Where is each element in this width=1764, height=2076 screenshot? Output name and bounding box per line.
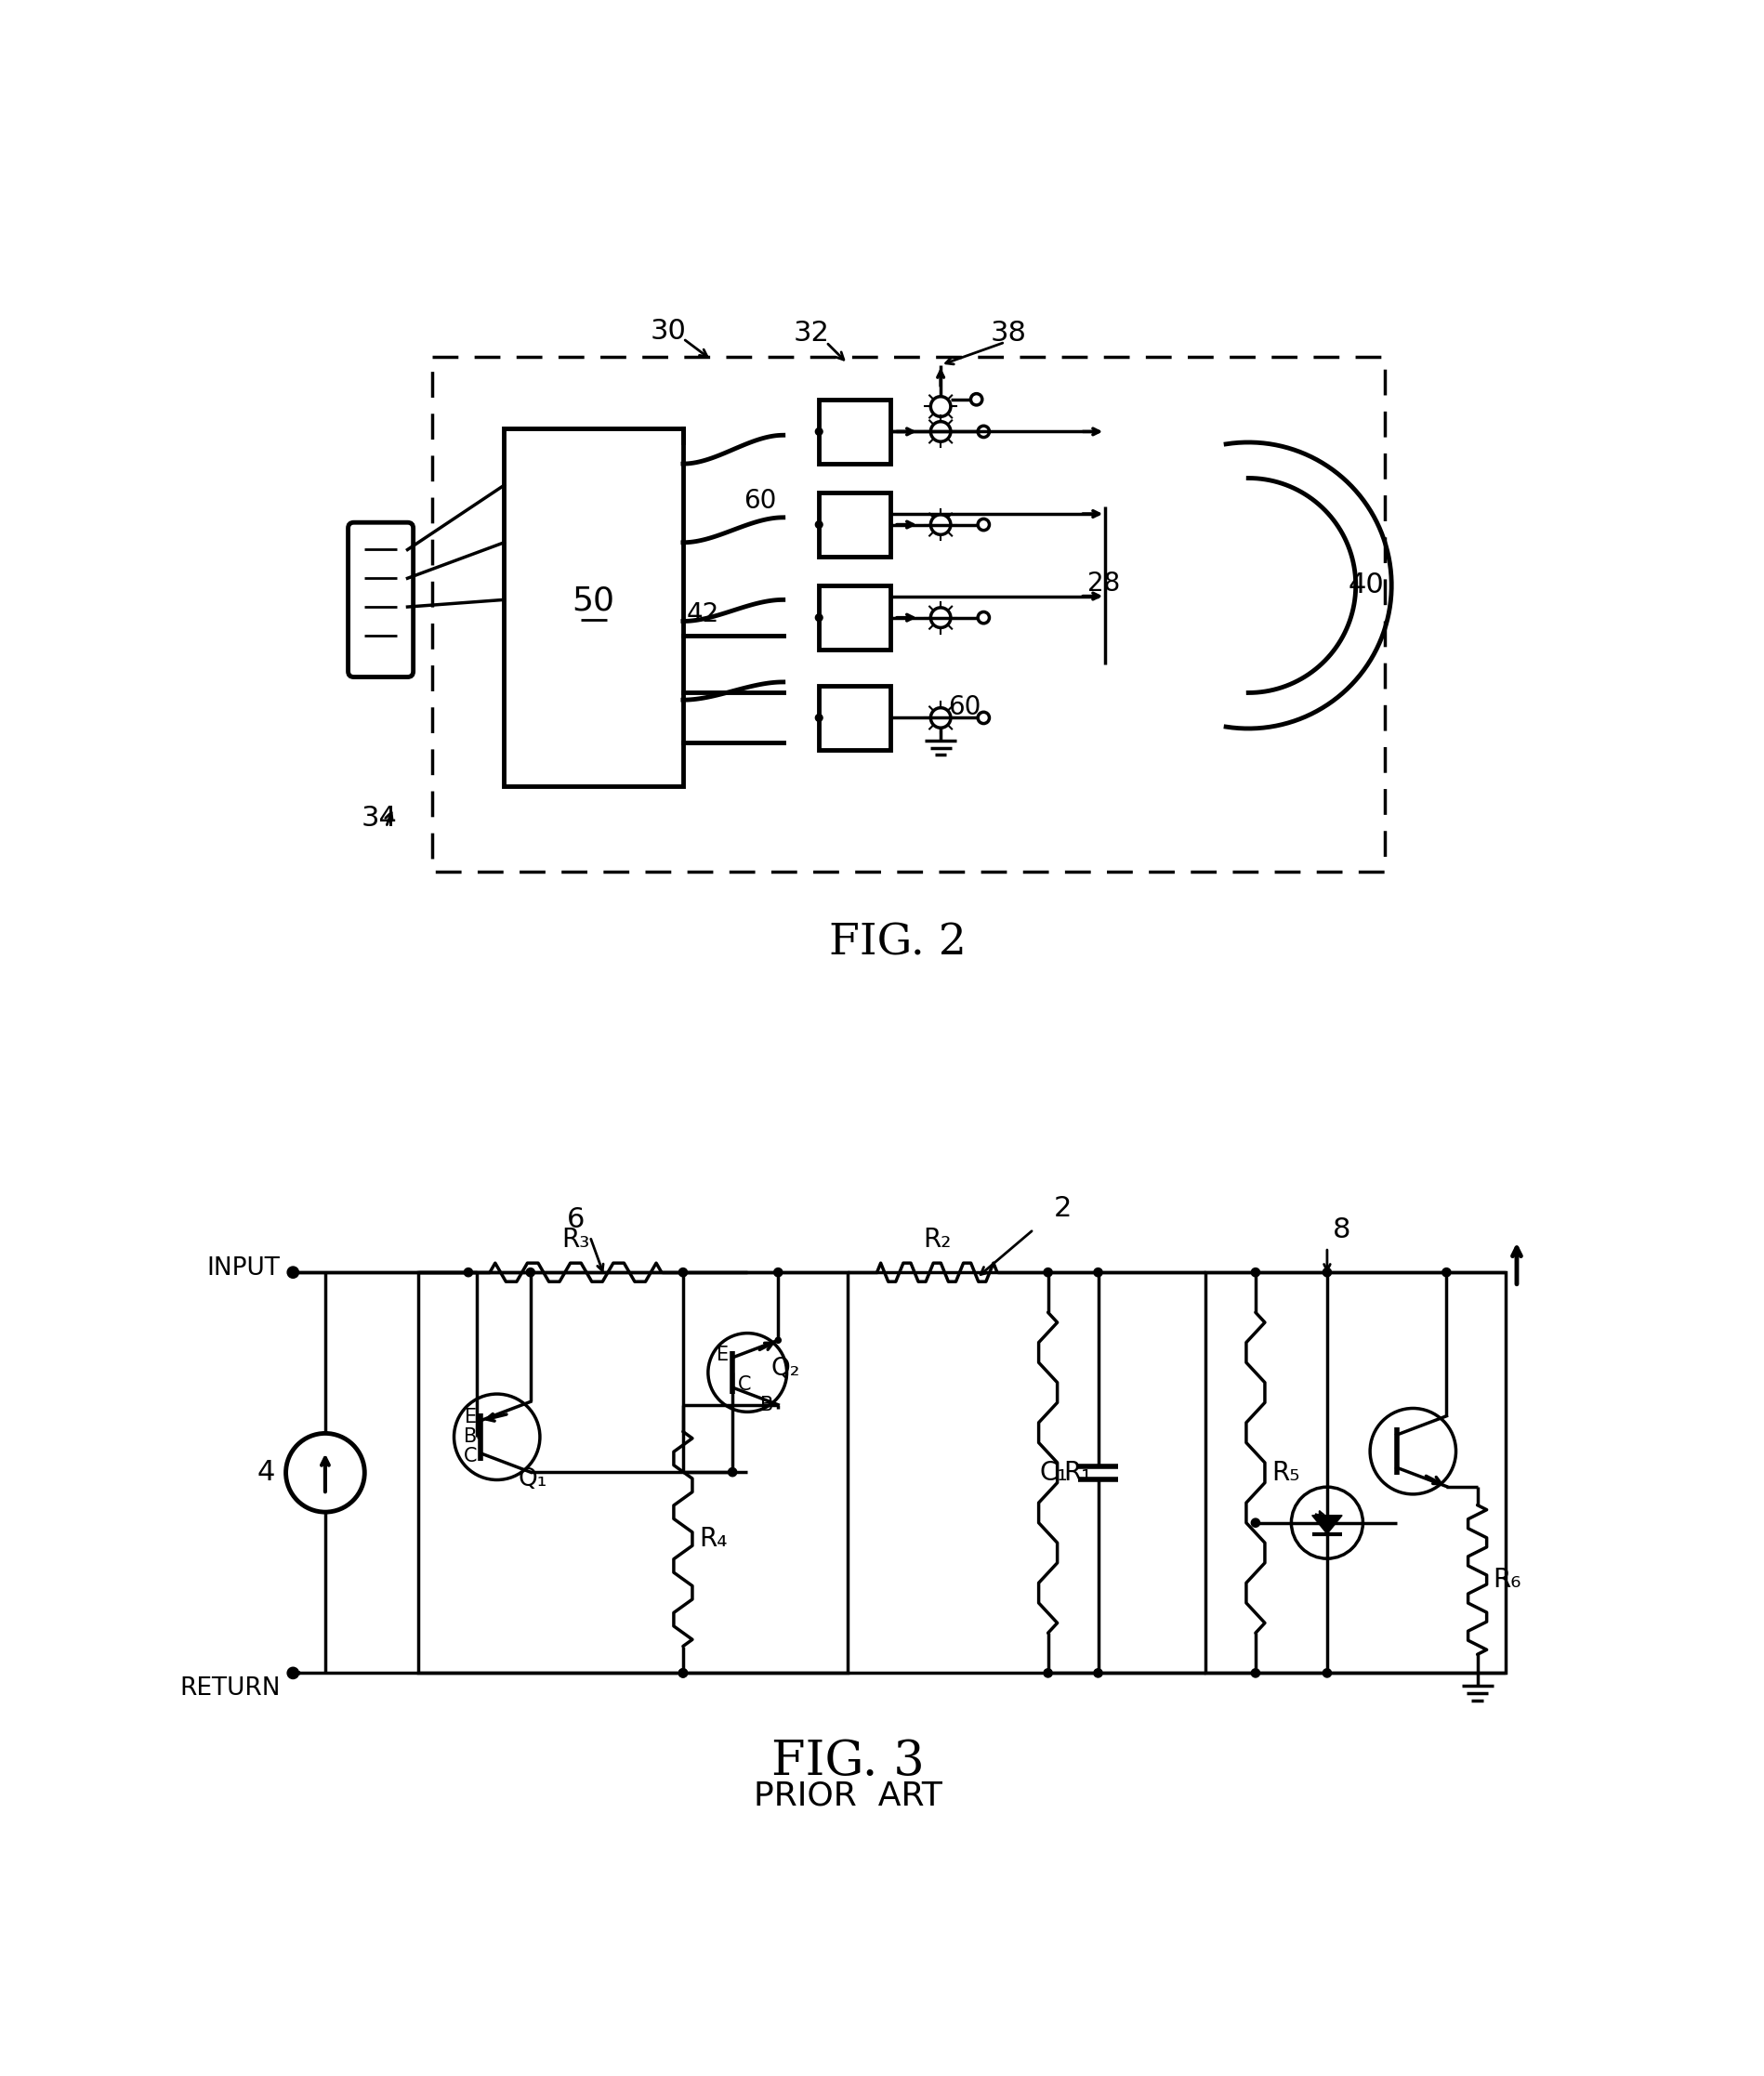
Text: 50: 50: [572, 585, 614, 617]
Bar: [432, 357, 1383, 872]
Text: C: C: [464, 1447, 476, 1466]
Circle shape: [729, 1468, 736, 1476]
Text: 30: 30: [651, 318, 686, 345]
Circle shape: [288, 1266, 298, 1279]
Circle shape: [679, 1268, 686, 1277]
Polygon shape: [1311, 1515, 1341, 1534]
Circle shape: [464, 1268, 473, 1277]
Circle shape: [815, 614, 822, 621]
Circle shape: [679, 1669, 686, 1677]
Bar: [1205, 1273, 1505, 1673]
Text: 32: 32: [794, 320, 829, 347]
Circle shape: [1094, 1268, 1102, 1277]
Text: Q₂: Q₂: [771, 1356, 799, 1381]
Circle shape: [815, 521, 822, 527]
Text: R₂: R₂: [923, 1227, 951, 1252]
Circle shape: [1251, 1268, 1259, 1277]
Text: R₄: R₄: [699, 1526, 727, 1553]
Text: 6: 6: [566, 1206, 584, 1233]
Circle shape: [288, 1667, 298, 1679]
Text: B: B: [464, 1428, 476, 1447]
Text: E: E: [464, 1408, 476, 1426]
Text: R₃: R₃: [561, 1227, 589, 1252]
Text: INPUT: INPUT: [206, 1256, 280, 1281]
Text: 60: 60: [743, 488, 776, 515]
Text: 40: 40: [1348, 573, 1385, 598]
Circle shape: [773, 1268, 781, 1277]
Circle shape: [1251, 1669, 1259, 1677]
Text: R₁: R₁: [1064, 1459, 1092, 1486]
Bar: [818, 585, 891, 650]
Text: RETURN: RETURN: [180, 1677, 280, 1700]
Text: 2: 2: [1053, 1196, 1071, 1223]
Circle shape: [774, 1337, 781, 1343]
Text: 28: 28: [1087, 571, 1120, 598]
Circle shape: [679, 1669, 686, 1677]
Text: 8: 8: [1332, 1217, 1349, 1244]
Circle shape: [1441, 1268, 1450, 1277]
Circle shape: [1323, 1268, 1330, 1277]
Bar: [418, 1273, 847, 1673]
Text: Q₁: Q₁: [519, 1468, 547, 1491]
Text: C: C: [737, 1374, 751, 1393]
Circle shape: [1094, 1669, 1102, 1677]
Bar: [818, 492, 891, 556]
Circle shape: [1043, 1669, 1051, 1677]
Text: PRIOR  ART: PRIOR ART: [753, 1781, 942, 1812]
Text: R₅: R₅: [1270, 1459, 1298, 1486]
Bar: [818, 685, 891, 749]
Text: C₁: C₁: [1039, 1459, 1067, 1486]
Circle shape: [815, 428, 822, 436]
Circle shape: [815, 714, 822, 720]
Circle shape: [1251, 1518, 1259, 1528]
Circle shape: [1323, 1669, 1330, 1677]
Text: B: B: [760, 1397, 773, 1414]
Text: FIG. 2: FIG. 2: [829, 922, 967, 963]
Text: 4: 4: [258, 1459, 275, 1486]
Text: E: E: [716, 1345, 729, 1364]
Text: 38: 38: [990, 320, 1027, 347]
Text: R₆: R₆: [1492, 1567, 1521, 1592]
Text: 42: 42: [686, 602, 720, 627]
Text: 60: 60: [947, 693, 981, 720]
Text: 34: 34: [360, 805, 397, 832]
Circle shape: [1323, 1518, 1330, 1528]
Bar: [505, 428, 683, 787]
Text: FIG. 3: FIG. 3: [771, 1738, 924, 1785]
Circle shape: [526, 1268, 534, 1277]
Circle shape: [1043, 1268, 1051, 1277]
Bar: [818, 399, 891, 463]
